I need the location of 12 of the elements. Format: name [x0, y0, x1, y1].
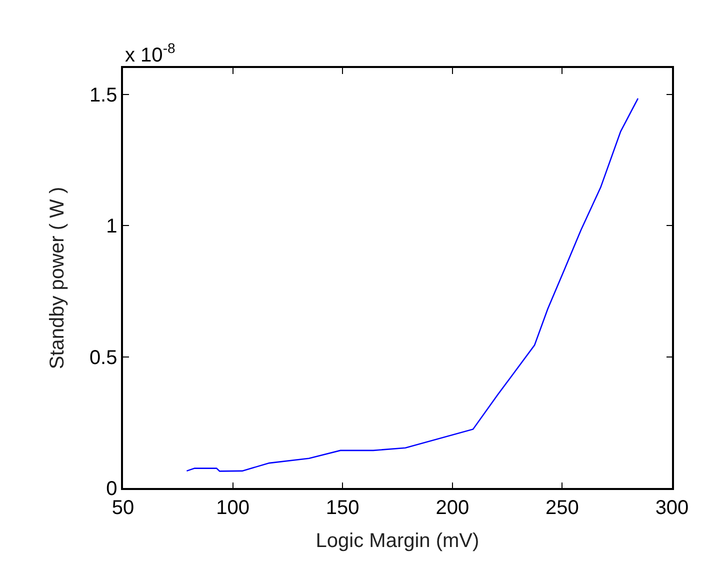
x-tick-label: 100: [216, 496, 250, 519]
x-axis-title: Logic Margin (mV): [316, 530, 480, 552]
x-tick-label: 300: [655, 496, 689, 519]
x-tick-label: 200: [436, 496, 470, 519]
y-axis-title: Standby power ( W ): [46, 186, 68, 370]
y-tick-label: 0.5: [89, 346, 118, 369]
line-series: [186, 98, 639, 472]
x-tick-label: 250: [546, 496, 579, 519]
y-tick-label: 1.5: [89, 84, 118, 106]
y-tick-label: 1: [106, 216, 118, 238]
text: x 10$^{-8}$: [125, 40, 176, 66]
x-tick-label: 150: [326, 496, 360, 519]
